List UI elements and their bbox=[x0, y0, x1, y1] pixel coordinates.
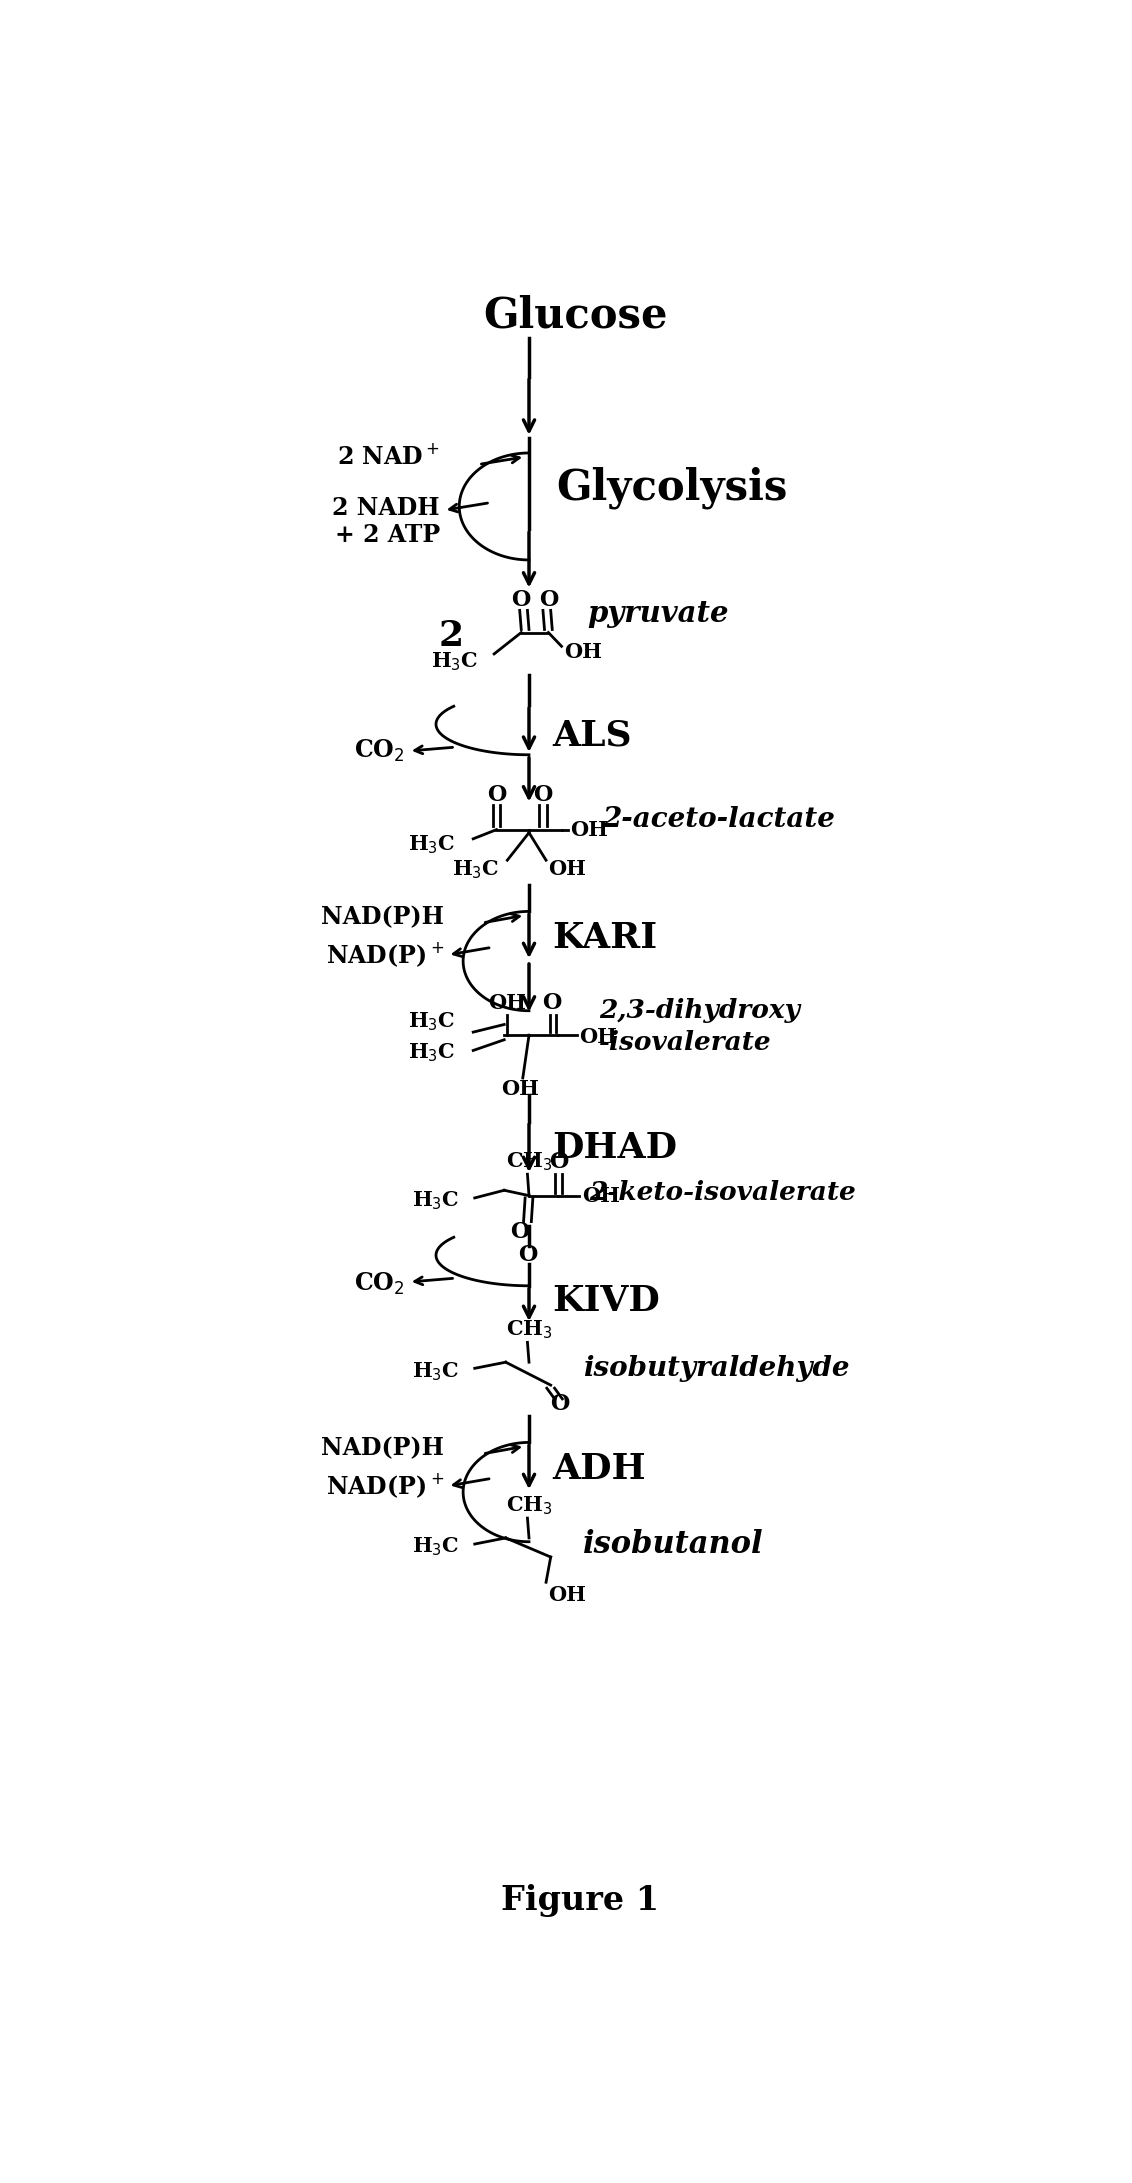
Text: isobutyraldehyde: isobutyraldehyde bbox=[583, 1356, 850, 1382]
Text: OH: OH bbox=[548, 1585, 586, 1605]
Text: + 2 ATP: + 2 ATP bbox=[335, 524, 440, 548]
Text: OH: OH bbox=[500, 1078, 539, 1098]
Text: H$_3$C: H$_3$C bbox=[408, 1011, 455, 1033]
Text: O: O bbox=[550, 1393, 569, 1415]
Text: DHAD: DHAD bbox=[552, 1131, 677, 1166]
Text: pyruvate: pyruvate bbox=[588, 598, 729, 629]
Text: OH: OH bbox=[488, 993, 526, 1013]
Text: O: O bbox=[517, 1244, 538, 1266]
Text: CH$_3$: CH$_3$ bbox=[506, 1495, 552, 1517]
Text: CO$_2$: CO$_2$ bbox=[354, 738, 405, 764]
Text: CH$_3$: CH$_3$ bbox=[506, 1150, 552, 1172]
Text: ADH: ADH bbox=[552, 1452, 646, 1487]
Text: O: O bbox=[533, 784, 552, 806]
Text: NAD(P)$^+$: NAD(P)$^+$ bbox=[326, 1471, 444, 1500]
Text: O: O bbox=[511, 1220, 530, 1244]
Text: H$_3$C: H$_3$C bbox=[408, 834, 455, 856]
Text: H$_3$C: H$_3$C bbox=[431, 651, 479, 672]
Text: O: O bbox=[542, 991, 561, 1015]
Text: OH: OH bbox=[548, 860, 586, 880]
Text: Figure 1: Figure 1 bbox=[501, 1884, 659, 1917]
Text: isobutanol: isobutanol bbox=[583, 1528, 764, 1559]
Text: OH: OH bbox=[580, 1028, 617, 1048]
Text: CH$_3$: CH$_3$ bbox=[506, 1319, 552, 1340]
Text: 2-aceto-lactate: 2-aceto-lactate bbox=[602, 806, 835, 834]
Text: H$_3$C: H$_3$C bbox=[412, 1360, 460, 1382]
Text: CO$_2$: CO$_2$ bbox=[354, 1271, 405, 1297]
Text: O: O bbox=[549, 1150, 568, 1172]
Text: Glucose: Glucose bbox=[483, 295, 668, 336]
Text: OH: OH bbox=[582, 1185, 619, 1205]
Text: KIVD: KIVD bbox=[552, 1284, 660, 1319]
Text: H$_3$C: H$_3$C bbox=[412, 1537, 460, 1559]
Text: H$_3$C: H$_3$C bbox=[408, 1041, 455, 1063]
Text: NAD(P)H: NAD(P)H bbox=[320, 1436, 444, 1460]
Text: -isovalerate: -isovalerate bbox=[599, 1030, 771, 1054]
Text: Glycolysis: Glycolysis bbox=[556, 467, 788, 509]
Text: H$_3$C: H$_3$C bbox=[412, 1190, 460, 1212]
Text: 2,3-dihydroxy: 2,3-dihydroxy bbox=[599, 998, 799, 1024]
Text: NAD(P)$^+$: NAD(P)$^+$ bbox=[326, 941, 444, 969]
Text: O: O bbox=[539, 589, 558, 611]
Text: NAD(P)H: NAD(P)H bbox=[320, 906, 444, 930]
Text: ALS: ALS bbox=[552, 718, 632, 753]
Text: 2: 2 bbox=[439, 620, 464, 653]
Text: 2 NAD$^+$: 2 NAD$^+$ bbox=[337, 445, 440, 469]
Text: H$_3$C: H$_3$C bbox=[452, 858, 499, 880]
Text: OH: OH bbox=[564, 642, 602, 661]
Text: O: O bbox=[487, 784, 506, 806]
Text: 2 NADH: 2 NADH bbox=[333, 496, 440, 520]
Text: 2-keto-isovalerate: 2-keto-isovalerate bbox=[590, 1181, 856, 1205]
Text: KARI: KARI bbox=[552, 921, 658, 956]
Text: OH: OH bbox=[571, 819, 608, 840]
Text: O: O bbox=[512, 589, 531, 611]
